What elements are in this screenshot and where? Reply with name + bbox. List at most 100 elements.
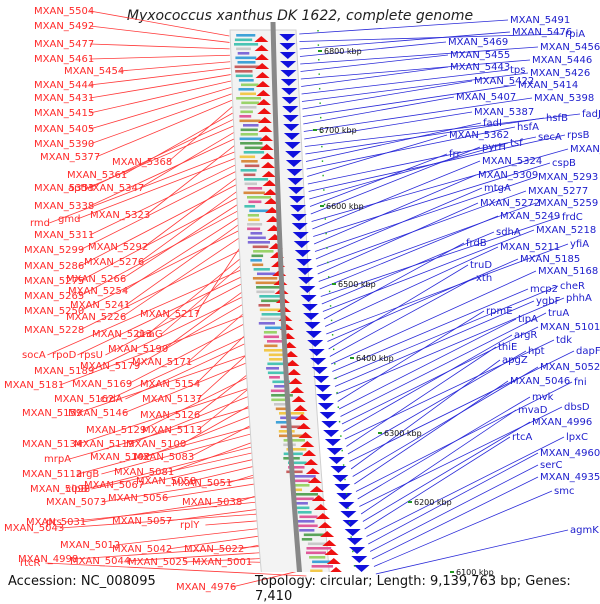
gene-label-right: MXAN_5443: [450, 62, 510, 73]
label-leader-line: [344, 339, 555, 440]
feature-block: [252, 245, 269, 249]
feature-block: [299, 515, 318, 519]
gene-label-left: MXAN_5154: [140, 379, 200, 390]
feature-block: [266, 367, 279, 370]
feature-block: [240, 133, 258, 136]
label-leader-line: [373, 490, 553, 567]
gene-label-right: ygbF: [536, 296, 561, 307]
gene-label-left: dnaG: [136, 329, 163, 340]
gene-label-left: MXAN_5265: [24, 291, 84, 302]
reverse-gene-arrow: [280, 79, 297, 86]
reverse-gene-arrow: [346, 538, 363, 545]
reverse-gene-arrow: [349, 547, 366, 554]
gene-label-right: MXAN_5101: [540, 322, 600, 333]
gene-label-right: MXAN_5491: [510, 15, 570, 26]
forward-gene-arrow: [291, 396, 306, 402]
label-leader-line: [69, 402, 268, 460]
gene-label-right: MXAN_5469: [448, 37, 508, 48]
feature-block: [241, 160, 258, 163]
label-leader-line: [299, 33, 564, 42]
gene-label-right: MXAN_5277: [528, 186, 588, 197]
gene-label-left: MXAN_5022: [184, 544, 244, 555]
gene-label-left: MXAN_5098: [30, 484, 90, 495]
gene-label-right: MXAN_5426: [530, 68, 590, 79]
gene-label-left: MXAN_5492: [34, 21, 94, 32]
forward-gene-arrow: [257, 117, 272, 123]
forward-gene-arrow: [286, 369, 301, 375]
gene-label-left: mrpA: [44, 454, 71, 465]
gene-label-right: mvk: [532, 392, 554, 403]
label-leader-line: [139, 189, 239, 263]
kbp-tick: [318, 50, 322, 52]
gene-label-left: MXAN_5171: [132, 357, 192, 368]
forward-gene-arrow: [263, 189, 278, 195]
gene-label-left: MXAN_5213: [92, 329, 152, 340]
label-leader-line: [85, 440, 276, 490]
forward-gene-arrow: [260, 153, 275, 159]
reverse-gene-arrow: [283, 133, 300, 140]
label-leader-line: [368, 452, 539, 545]
label-leader-line: [300, 46, 539, 65]
reverse-gene-arrow: [295, 259, 312, 266]
forward-gene-arrow: [264, 198, 279, 204]
gene-label-left: MXAN_5001: [192, 557, 252, 568]
label-leader-line: [354, 380, 509, 485]
gene-label-right: MXAN_5211: [500, 242, 560, 253]
feature-block: [248, 218, 260, 222]
label-leader-line: [338, 318, 517, 410]
reverse-gene-arrow: [290, 214, 307, 221]
label-leader-line: [314, 176, 537, 252]
kbp-label: 6700 kbp: [319, 126, 357, 135]
reverse-gene-arrow: [280, 61, 297, 68]
label-leader-line: [135, 299, 252, 367]
kbp-label: 6100 kbp: [456, 568, 494, 577]
label-leader-line: [364, 436, 511, 530]
gene-label-left: rpoD: [52, 350, 77, 361]
label-leader-line: [303, 96, 455, 125]
gene-label-left: MXAN_5361: [67, 170, 127, 181]
gene-label-right: MXAN_5272: [480, 198, 540, 209]
label-leader-line: [327, 258, 519, 342]
gene-label-left: MXAN_5276: [84, 257, 144, 268]
gene-label-left: MXAN_5169: [72, 379, 132, 390]
forward-gene-arrow: [259, 144, 274, 150]
gene-label-right: apgZ: [502, 355, 528, 366]
label-leader-line: [340, 312, 547, 417]
feature-block: [264, 344, 278, 348]
forward-gene-arrow: [254, 54, 269, 60]
label-leader-line: [59, 511, 291, 529]
label-leader-line: [309, 153, 448, 207]
reverse-gene-arrow: [308, 349, 325, 356]
feature-block: [234, 43, 259, 46]
feature-block: [235, 74, 253, 78]
feature-block: [274, 403, 288, 406]
reverse-gene-arrow: [282, 115, 299, 122]
label-leader-line: [375, 529, 569, 575]
label-leader-line: [161, 260, 247, 335]
feature-block: [247, 241, 270, 244]
feature-block: [241, 83, 259, 87]
label-leader-line: [355, 381, 573, 492]
gene-label-left: MXAN_5044: [70, 556, 130, 567]
label-leader-line: [352, 366, 539, 477]
feature-block: [297, 511, 312, 514]
feature-block: [258, 304, 271, 307]
label-leader-line: [320, 216, 561, 297]
feature-block: [263, 335, 279, 339]
gene-label-right: phhA: [566, 293, 592, 304]
reverse-gene-arrow: [279, 43, 296, 50]
reverse-gene-arrow: [298, 277, 315, 284]
label-leader-line: [359, 406, 563, 507]
label-leader-line: [89, 164, 237, 236]
feature-block: [253, 250, 274, 253]
gene-label-left: MXAN_5254: [68, 286, 128, 297]
label-leader-line: [123, 357, 261, 414]
label-leader-line: [334, 300, 535, 387]
gene-label-left: MXAN_5042: [112, 544, 172, 555]
feature-block: [293, 484, 310, 487]
label-leader-line: [301, 72, 529, 102]
kbp-tick: [313, 129, 317, 131]
label-leader-line: [143, 177, 238, 248]
label-leader-line: [307, 134, 448, 177]
